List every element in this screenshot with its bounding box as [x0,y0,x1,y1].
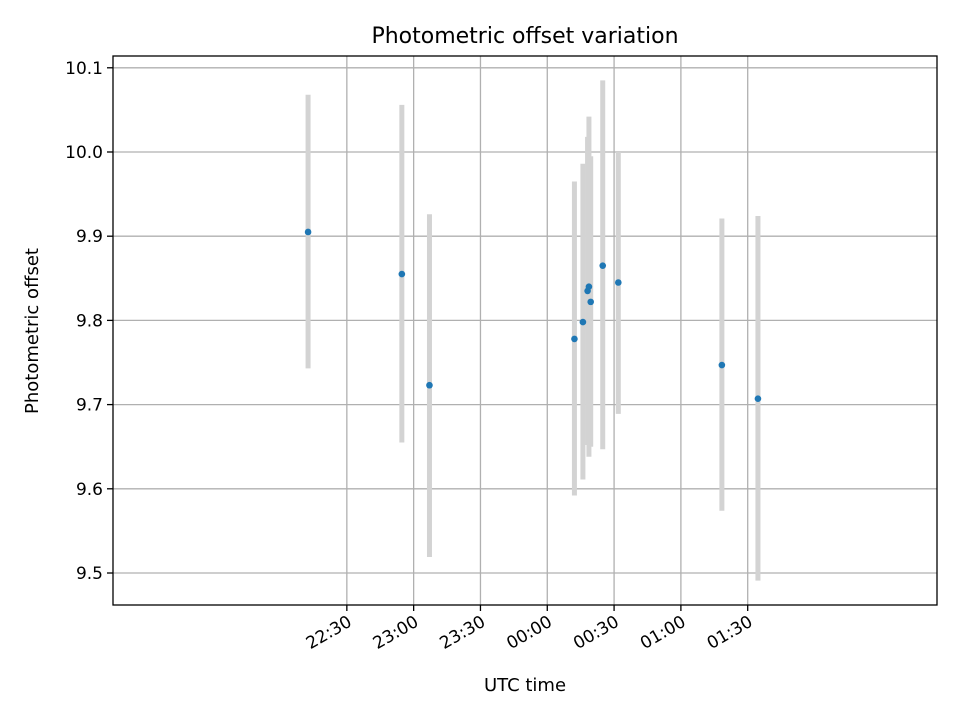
y-tick-label: 9.7 [76,396,103,416]
data-point [585,283,593,291]
plot-frame [112,55,938,606]
data-point [599,262,607,269]
data-points [304,228,762,403]
y-axis-label: Photometric offset [22,248,43,414]
data-point [718,361,726,369]
data-point [304,228,312,236]
y-tick-label: 9.5 [76,564,103,584]
y-tick-label: 9.9 [76,227,103,247]
y-tick-label: 9.6 [76,480,103,500]
grid-lines [113,56,937,605]
data-point [754,395,762,403]
x-axis-label: UTC time [484,675,566,696]
data-point [398,270,406,278]
x-tick-label: 00:30 [570,612,622,654]
y-tick-label: 9.8 [76,311,103,331]
x-tick-label: 23:00 [370,612,422,654]
y-axis-ticks: 9.5 9.6 9.7 9.8 9.9 10.0 10.1 [65,59,113,584]
data-point [615,279,622,286]
x-tick-label: 01:00 [637,612,689,654]
data-point [426,381,433,389]
x-axis-ticks: 22:30 23:00 23:30 00:00 00:30 01:00 01:30 [303,605,756,654]
error-bars [305,80,761,581]
x-tick-label: 23:30 [437,612,489,654]
data-point [579,318,587,326]
x-tick-label: 22:30 [303,612,355,654]
y-tick-label: 10.0 [65,143,103,163]
y-tick-label: 10.1 [65,59,103,79]
x-tick-label: 00:00 [503,612,555,654]
data-point [587,298,594,306]
chart-title: Photometric offset variation [371,24,678,49]
x-tick-label: 01:30 [704,612,756,654]
data-point [571,335,578,343]
